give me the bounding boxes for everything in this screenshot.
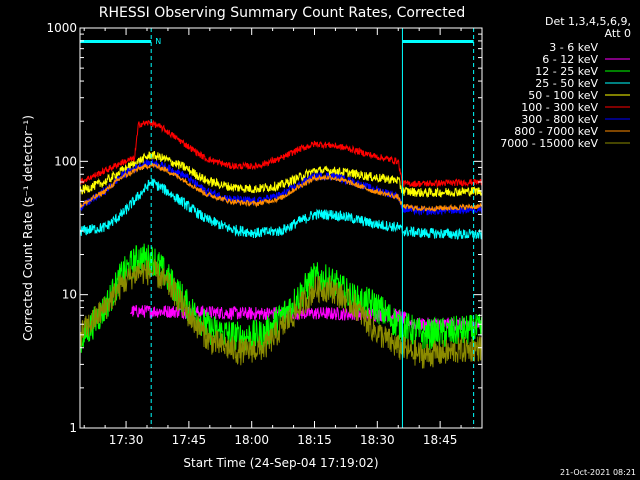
plot-frame bbox=[79, 27, 483, 429]
legend-label-8: 800 - 7000 keV bbox=[514, 125, 598, 138]
series-line-5 bbox=[79, 150, 483, 199]
date-stamp: 21-Oct-2021 08:21 bbox=[560, 468, 636, 477]
legend-label-7: 300 - 800 keV bbox=[521, 113, 598, 126]
night-bar-2 bbox=[402, 40, 474, 43]
legend-label-5: 50 - 100 keV bbox=[528, 89, 598, 102]
legend-label-6: 100 - 300 keV bbox=[521, 101, 598, 114]
series-line-7 bbox=[79, 159, 483, 216]
y-tick-label-1: 1 bbox=[69, 421, 77, 435]
legend-header-line-1: Det 1,3,4,5,6,9, bbox=[545, 15, 631, 28]
series-line-1 bbox=[129, 333, 403, 429]
y-tick-label-3: 100 bbox=[54, 154, 77, 168]
x-tick-label-6: 18:45 bbox=[423, 433, 458, 447]
legend-label-1: 3 - 6 keV bbox=[549, 41, 598, 54]
x-tick-label-4: 18:15 bbox=[297, 433, 332, 447]
x-tick-label-2: 17:45 bbox=[172, 433, 207, 447]
legend-label-4: 25 - 50 keV bbox=[535, 77, 598, 90]
y-tick-label-2: 10 bbox=[62, 288, 77, 302]
series-line-9 bbox=[79, 258, 483, 369]
night-label: N bbox=[155, 37, 161, 46]
x-tick-label-5: 18:30 bbox=[360, 433, 395, 447]
series-line-4 bbox=[79, 178, 483, 240]
series-layer bbox=[79, 120, 483, 429]
legend-label-2: 6 - 12 keV bbox=[542, 53, 598, 66]
series-line-6 bbox=[79, 120, 483, 188]
x-tick-label-3: 18:00 bbox=[234, 433, 269, 447]
legend-header-line-2: Att 0 bbox=[605, 27, 631, 40]
series-line-8 bbox=[79, 161, 483, 213]
y-axis-label: Corrected Count Rate (s⁻¹ detector⁻¹) bbox=[21, 115, 35, 341]
x-axis-label: Start Time (24-Sep-04 17:19:02) bbox=[183, 456, 378, 470]
legend-label-3: 12 - 25 keV bbox=[535, 65, 598, 78]
axis-layer: 17:30 17:45 18:00 18:15 18:30 18:45 1 10 100 1000 bbox=[46, 21, 483, 447]
legend-label-9: 7000 - 15000 keV bbox=[500, 137, 598, 150]
night-bar-1 bbox=[80, 40, 152, 43]
y-tick-label-4: 1000 bbox=[46, 21, 77, 35]
x-tick-label-1: 17:30 bbox=[109, 433, 144, 447]
chart-title: RHESSI Observing Summary Count Rates, Co… bbox=[99, 5, 465, 21]
